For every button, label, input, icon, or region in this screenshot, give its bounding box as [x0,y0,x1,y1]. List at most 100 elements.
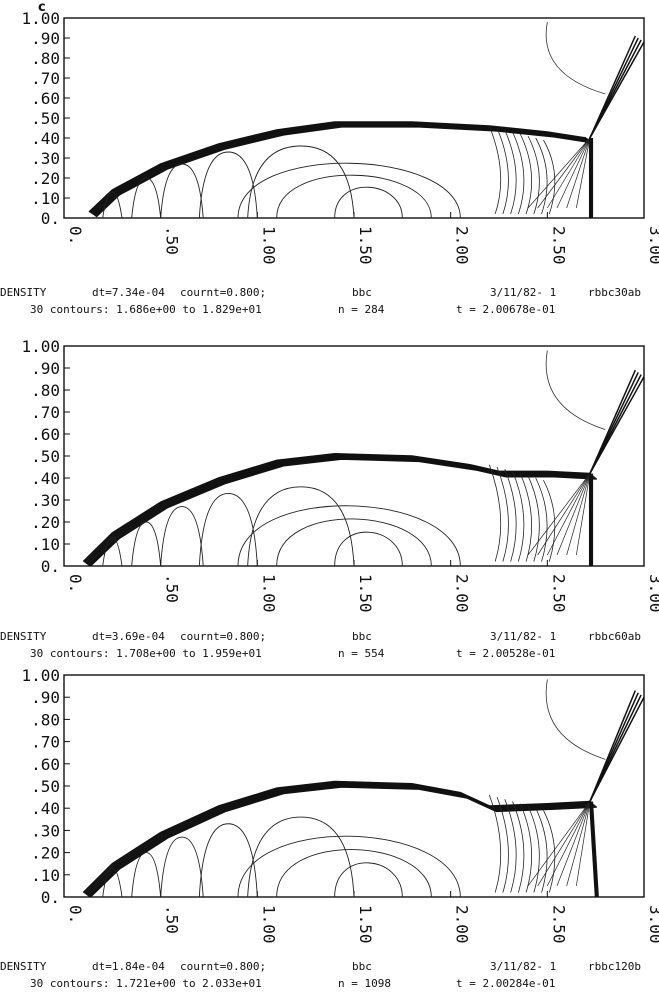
slip-line-contour [527,135,540,215]
x-tick-label: .50 [163,226,182,255]
y-tick-label: .80 [31,381,60,400]
x-tick-label: 2.00 [453,905,472,944]
density-contour [131,852,162,898]
caption-field: cournt=0.800; [180,630,266,643]
density-contour [160,163,204,219]
fan-contour [575,473,591,556]
caption-field: 30 contours: 1.708e+00 to 1.959e+01 [30,647,262,660]
y-tick-label: .40 [31,129,60,148]
density-contour [545,679,606,760]
y-tick-label: .30 [31,821,60,840]
y-tick-label: .50 [31,447,60,466]
density-contour [545,21,606,95]
bow-shock-contour [89,458,597,567]
caption-field: 3/11/82- 1 [490,630,556,643]
slip-line-contour [512,801,525,893]
fan-contour [566,801,591,886]
caption-field: DENSITY [0,286,47,299]
y-tick-label: 1.00 [21,9,60,28]
density-contour [237,835,461,898]
caption-field: t = 2.00528e-01 [456,647,555,660]
fan-contour [527,801,591,887]
bow-shock-contour [83,781,592,894]
y-tick-label: .60 [31,425,60,444]
x-tick-label: 1.00 [259,905,278,944]
density-contour [102,536,123,567]
slip-line-contour [519,803,533,893]
contour-panel-2: 0. .10 .20 .30 .40 .50 .60 .70 .80 .90 1.00 0. .50 1.… [0,337,659,660]
fan-contour [556,801,591,887]
slip-line-contour [519,473,533,562]
x-tick-label: 1.50 [356,905,375,944]
bow-shock-contour [82,452,590,563]
fan-contour [547,137,591,209]
fan-contour [547,473,591,556]
bow-shock-contour [87,784,595,897]
x-tick-label: 1.00 [259,226,278,265]
density-contour [334,531,403,567]
slip-line-contour [519,133,533,215]
panel-label: c [38,0,46,15]
fan-contour [527,473,591,556]
y-tick-label: .90 [31,359,60,378]
caption-field: 30 contours: 1.686e+00 to 1.829e+01 [30,303,262,316]
caption-field: 3/11/82- 1 [490,286,556,299]
caption-field: 3/11/82- 1 [490,960,556,973]
y-tick-label: 0. [41,209,60,228]
contour-panel-1: 0..10.20.30.40.50.60.70.80.901.000. .50 1.… [0,9,659,316]
density-contour [102,867,123,898]
reflected-shock [589,369,636,474]
x-tick-label: 1.00 [259,574,278,613]
slip-line-contour [543,480,556,562]
x-tick-label: 1.50 [356,226,375,265]
slip-line-contour [496,466,509,562]
plot-frame [63,17,645,219]
x-tick-label: 1.50 [356,574,375,613]
density-contour [237,505,461,567]
y-tick-label: .20 [31,844,60,863]
y-tick-label: .10 [31,189,60,208]
caption-field: n = 284 [338,303,385,316]
density-contour [276,174,432,219]
y-tick-label: .70 [31,69,60,88]
x-tick-label: 2.00 [453,226,472,265]
fan-contour [556,473,591,556]
slip-line-contour [512,131,525,215]
y-tick-label: .50 [31,109,60,128]
caption-field: dt=3.69e-04 [92,630,165,643]
y-tick-label: .60 [31,755,60,774]
bow-shock-contour [87,456,595,566]
slip-line-contour [543,139,556,215]
x-tick-label: .50 [163,905,182,934]
fan-contour [556,137,591,209]
density-contour [237,162,461,219]
caption-field: t = 2.00284e-01 [456,977,555,990]
caption-field: rbbc30ab [588,286,641,299]
y-tick-label: .30 [31,491,60,510]
y-tick-label: .90 [31,29,60,48]
y-tick-label: 1.00 [21,666,60,685]
reflected-shock [589,35,636,139]
caption-field: cournt=0.800; [180,286,266,299]
x-tick-label: .50 [163,574,182,603]
x-tick-label: 2.50 [549,574,568,613]
caption-field: bbc [352,286,372,299]
slip-line-contour [535,137,548,215]
y-tick-label: .90 [31,688,60,707]
reflected-shock [589,690,636,802]
density-contour [160,506,204,567]
fan-contour [566,473,591,556]
caption-field: cournt=0.800; [180,960,266,973]
slip-line-contour [527,805,540,893]
caption-field: n = 554 [338,647,385,660]
density-contour [276,849,432,898]
density-contour [334,862,403,898]
caption-field: t = 2.00678e-01 [456,303,555,316]
density-contour [102,191,123,219]
fan-contour [537,801,591,887]
y-tick-label: 0. [41,557,60,576]
x-tick-label: 3.00 [646,226,659,265]
caption-field: dt=7.34e-04 [92,286,165,299]
density-contour [276,518,432,567]
